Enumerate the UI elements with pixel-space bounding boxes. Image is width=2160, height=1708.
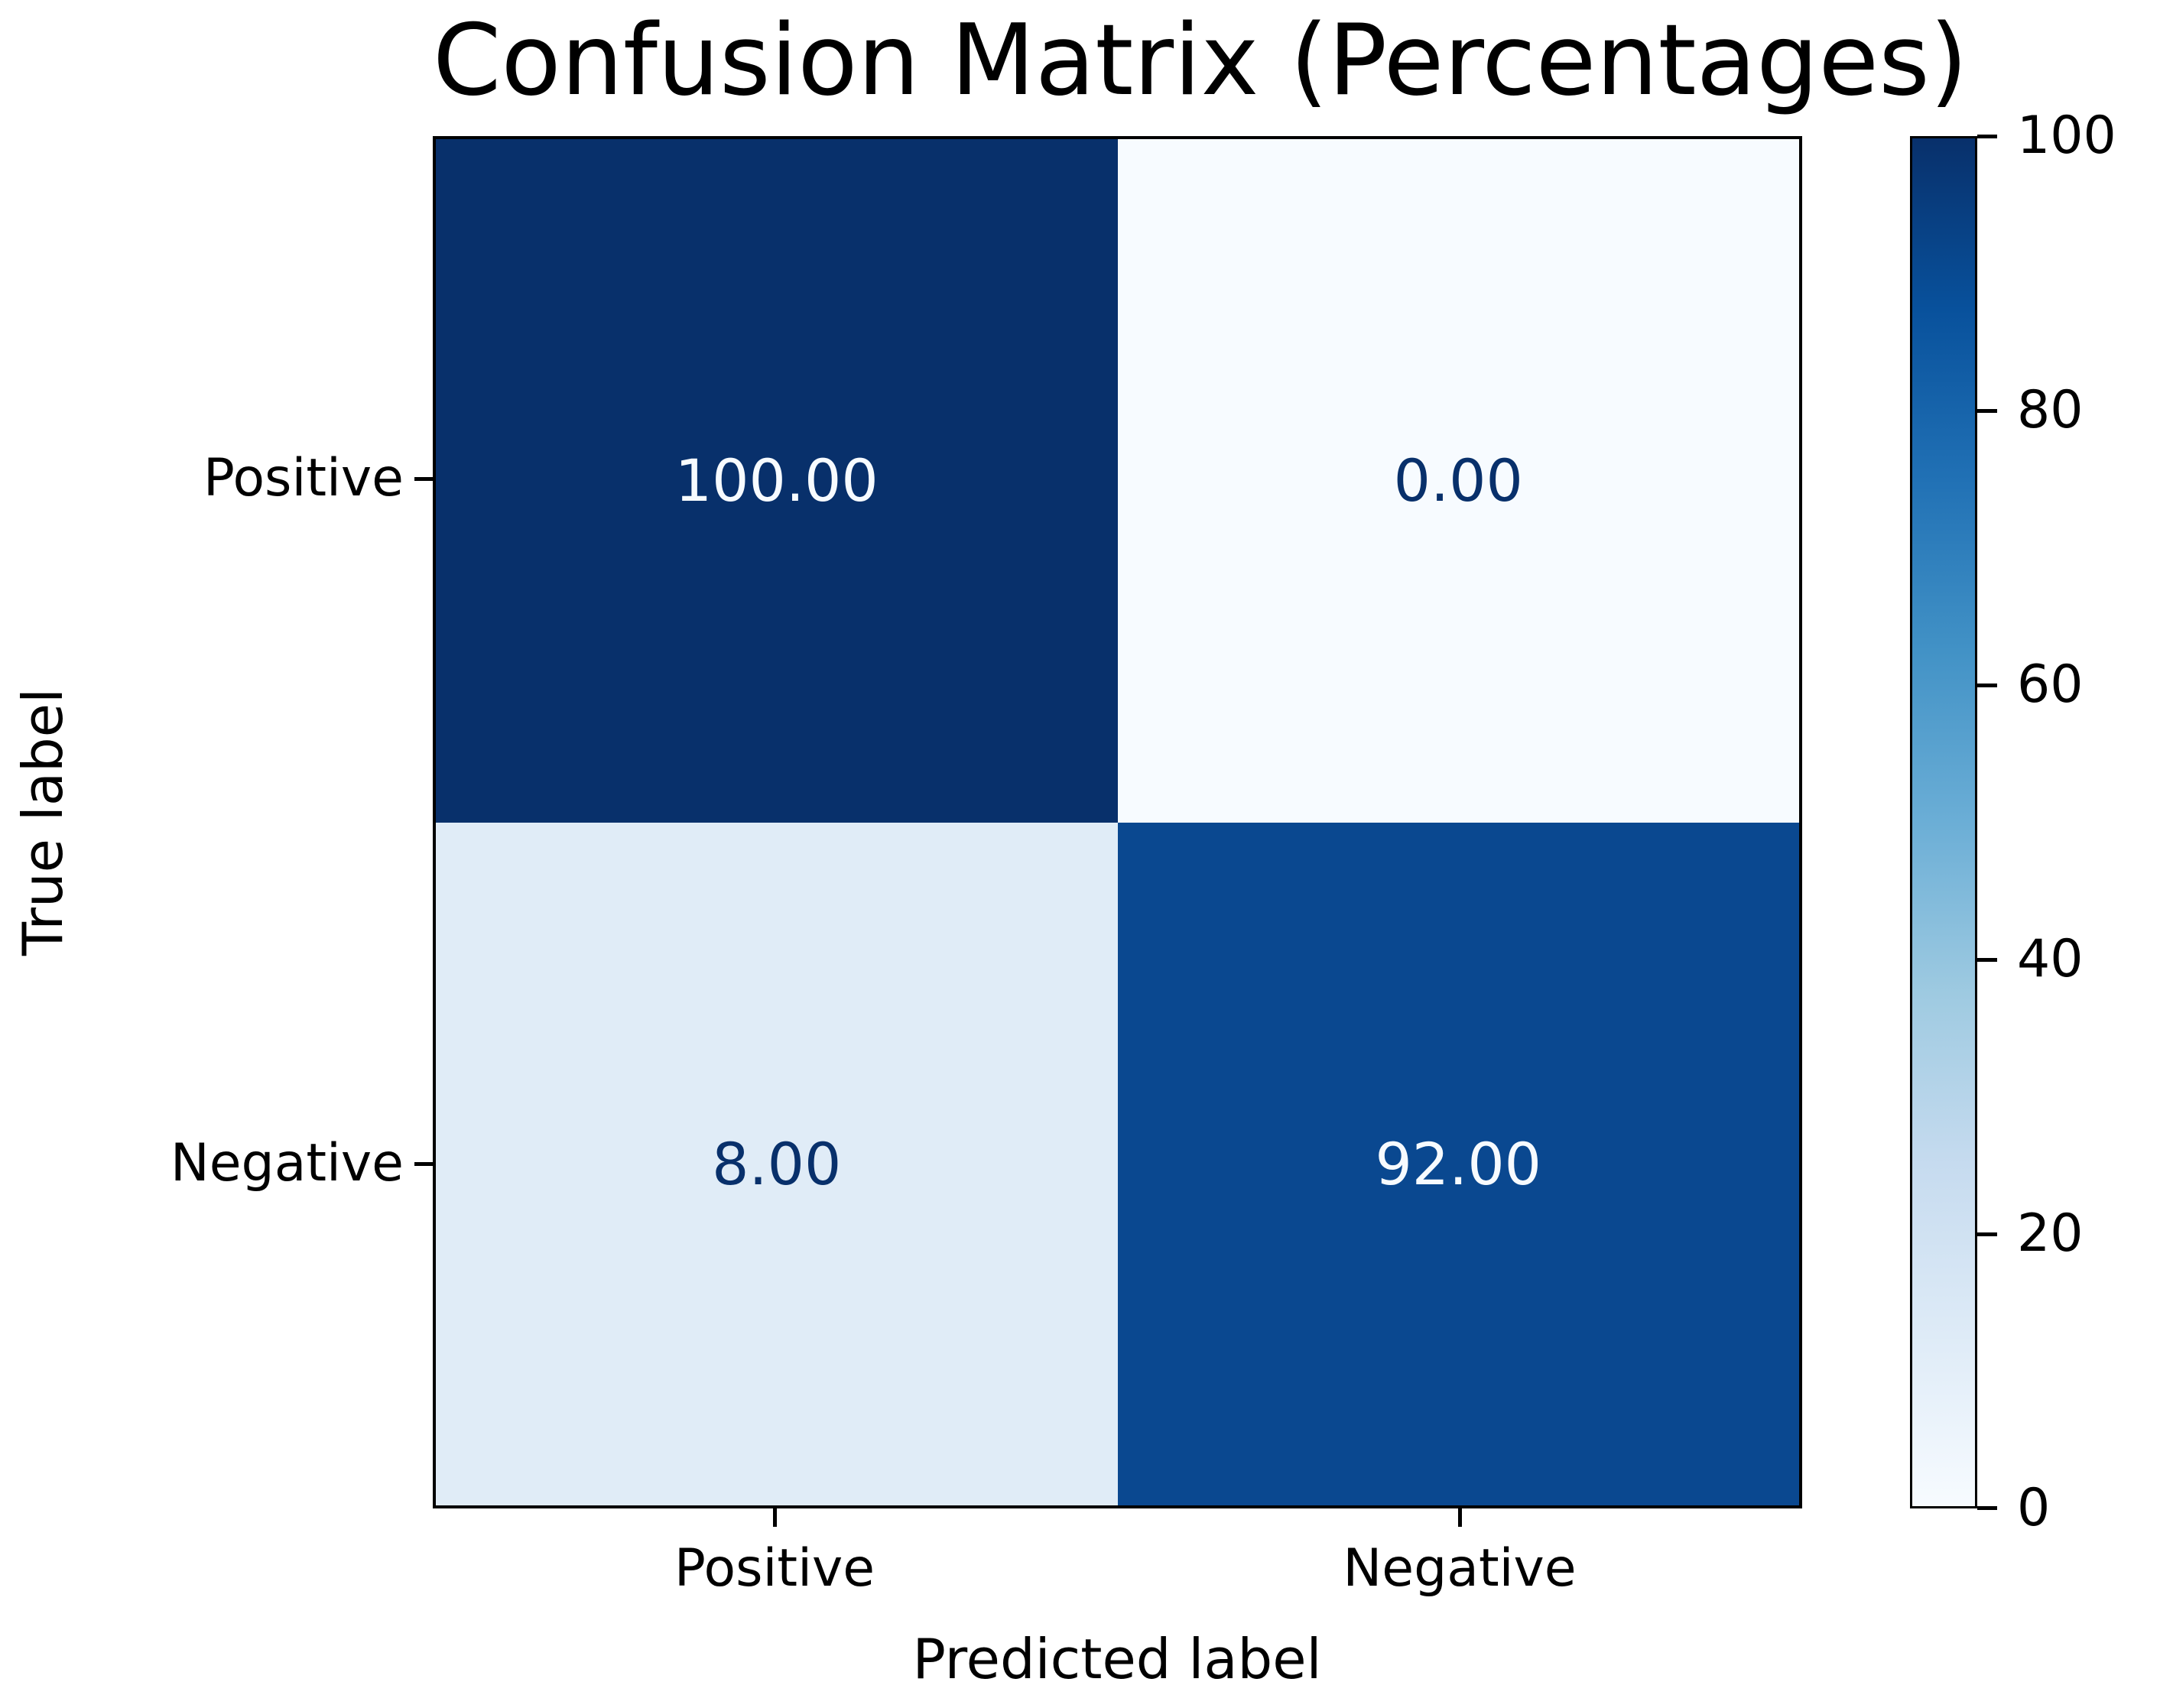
cell-true-positive-pred-negative: 0.00 — [1117, 139, 1799, 823]
colorbar — [1910, 136, 1977, 1508]
colorbar-tick-label-100: 100 — [2017, 106, 2116, 166]
y-tick-label-positive: Positive — [203, 448, 404, 508]
x-tick-mark-negative — [1458, 1508, 1462, 1527]
x-axis-label: Predicted label — [912, 1627, 1322, 1691]
chart-title: Confusion Matrix (Percentages) — [433, 4, 1968, 118]
colorbar-gradient — [1912, 138, 1975, 1506]
x-tick-mark-positive — [773, 1508, 777, 1527]
colorbar-tick-label-80: 80 — [2017, 380, 2084, 440]
colorbar-tick-mark-60 — [1977, 684, 1997, 687]
y-tick-label-negative: Negative — [170, 1133, 404, 1193]
cell-true-positive-pred-positive: 100.00 — [436, 139, 1118, 823]
colorbar-tick-mark-20 — [1977, 1232, 1997, 1236]
colorbar-tick-mark-0 — [1977, 1506, 1997, 1510]
x-tick-label-negative: Negative — [1343, 1538, 1577, 1599]
colorbar-tick-label-40: 40 — [2017, 929, 2084, 989]
colorbar-tick-label-20: 20 — [2017, 1203, 2084, 1264]
heatmap-plot-area: 100.00 0.00 8.00 92.00 — [433, 136, 1802, 1508]
x-tick-label-positive: Positive — [674, 1538, 875, 1599]
cell-true-negative-pred-negative: 92.00 — [1117, 822, 1799, 1505]
colorbar-tick-label-0: 0 — [2017, 1478, 2051, 1538]
y-axis-label: True label — [11, 688, 75, 956]
y-tick-mark-negative — [414, 1162, 433, 1166]
y-tick-mark-positive — [414, 477, 433, 481]
colorbar-tick-mark-80 — [1977, 409, 1997, 413]
colorbar-tick-label-60: 60 — [2017, 654, 2084, 715]
cell-true-negative-pred-positive: 8.00 — [436, 822, 1118, 1505]
colorbar-tick-mark-100 — [1977, 135, 1997, 138]
colorbar-tick-mark-40 — [1977, 958, 1997, 962]
